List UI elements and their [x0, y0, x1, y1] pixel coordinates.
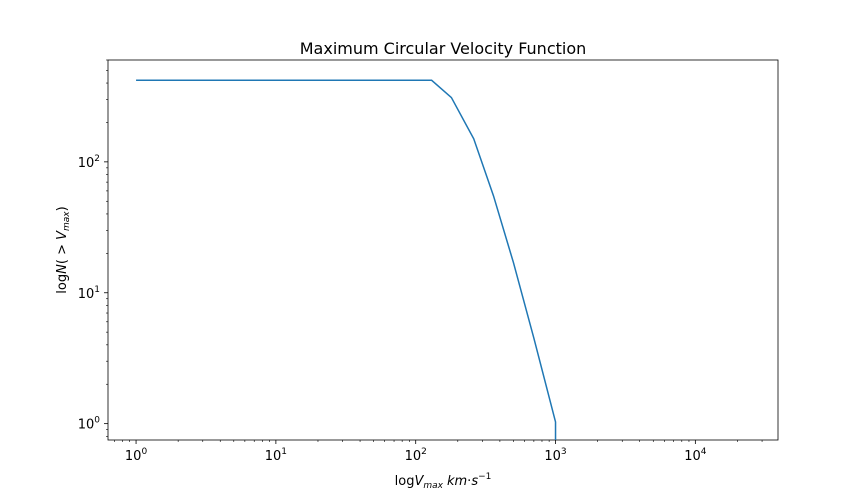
- x-tick-label: 101: [265, 447, 287, 464]
- chart-title: Maximum Circular Velocity Function: [300, 39, 587, 58]
- x-tick-label: 104: [684, 447, 707, 464]
- series-layer: [136, 79, 557, 440]
- x-tick-label: 100: [125, 447, 148, 464]
- axes-frame: [107, 59, 779, 441]
- x-axis-label: logVmax km·s−1: [395, 472, 492, 491]
- y-tick-label: 100: [78, 416, 101, 433]
- plot-area: 100 101 102 103 104 100 101 102: [78, 59, 779, 464]
- y-tick-label: 102: [78, 154, 100, 171]
- x-axis-ticks: 100 101 102 103 104: [114, 440, 763, 464]
- y-tick-label: 101: [78, 285, 100, 302]
- x-tick-label: 103: [544, 447, 566, 464]
- series-line-0: [136, 79, 557, 440]
- y-axis-ticks: 100 101 102: [78, 59, 108, 437]
- y-axis-label: logN( > Vmax): [55, 206, 72, 293]
- x-tick-label: 102: [405, 447, 427, 464]
